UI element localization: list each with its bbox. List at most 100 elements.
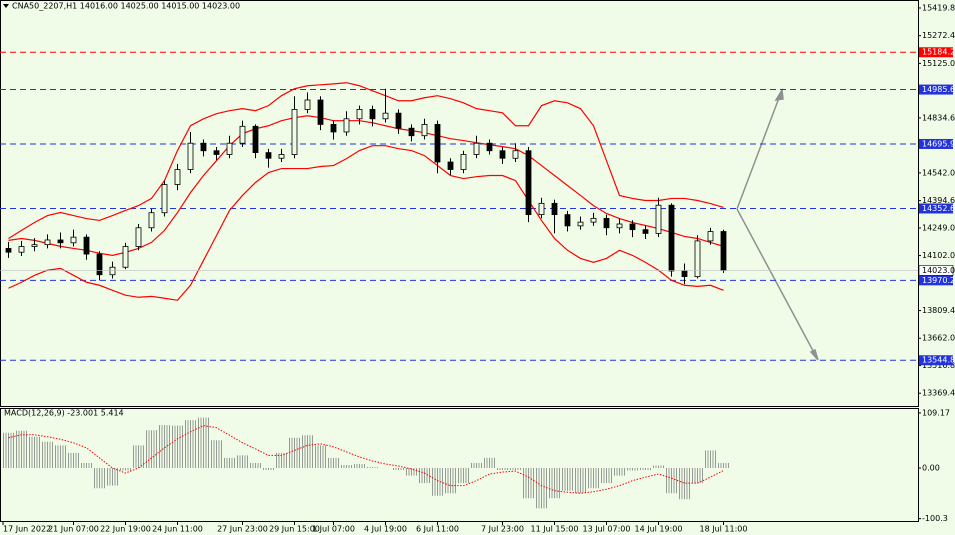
x-tick-label: 11 Jul 15:00 [531, 525, 579, 534]
last-price-label: 14023.00 [922, 266, 955, 275]
candle-body [18, 246, 25, 253]
level-label: 14985.62 [922, 85, 955, 94]
candle-body [564, 214, 571, 227]
candle-body [603, 217, 610, 229]
y-tick-label: 15272.40 [922, 31, 955, 40]
candle-body [187, 142, 194, 170]
candle-body [447, 161, 454, 170]
candle-body [57, 239, 64, 244]
candle-body [616, 223, 623, 229]
candle-body [460, 154, 467, 170]
bollinger-band [8, 82, 724, 239]
candle-body [577, 221, 584, 227]
y-tick-label: 13369.40 [922, 389, 955, 398]
macd-signal [8, 425, 724, 494]
candle-body [382, 112, 389, 120]
candle-body [265, 152, 272, 159]
candle-body [512, 150, 519, 159]
last-price-box [918, 265, 954, 276]
x-tick-label: 24 Jun 11:00 [152, 525, 203, 534]
chart-title: CNA50_2207,H1 14016.00 14025.00 14015.00… [12, 2, 240, 11]
candle-body [31, 244, 38, 247]
candle-body [317, 99, 324, 125]
candle-body [5, 248, 12, 253]
candle-body [538, 202, 545, 216]
candle-body [291, 109, 298, 155]
x-tick-label: 29 Jun 15:00 [269, 525, 320, 534]
price-panel [0, 0, 919, 407]
candle-body [148, 212, 155, 229]
arrow-head [774, 87, 784, 101]
candle-body [499, 150, 506, 159]
x-tick-label: 27 Jun 23:00 [217, 525, 268, 534]
y-tick-label: -100.3 [922, 514, 948, 523]
candle-body [161, 184, 168, 214]
candle-body [668, 204, 675, 272]
x-tick-label: 7 Jul 23:00 [481, 525, 524, 534]
menu-icon[interactable] [3, 4, 9, 8]
candle-body [122, 246, 129, 268]
candle-body [486, 142, 493, 152]
x-tick-label: 21 Jun 07:00 [48, 525, 99, 534]
level-label: 13544.84 [922, 356, 955, 365]
level-label: 15184.26 [922, 48, 955, 57]
y-tick-label: 15419.80 [922, 3, 955, 12]
candle-body [239, 125, 246, 144]
y-tick-label: 14542.00 [922, 168, 955, 177]
level-label-box [919, 355, 953, 366]
candle-body [720, 231, 727, 271]
level-label-box [919, 203, 953, 214]
y-tick-label: 14249.00 [922, 223, 955, 232]
candle-body [408, 127, 415, 137]
candle-body [421, 124, 428, 137]
candle-body [135, 227, 142, 247]
x-tick-label: 18 Jul 11:00 [700, 525, 748, 534]
candle-body [356, 109, 363, 120]
level-label-box [919, 47, 953, 58]
candle-body [226, 142, 233, 155]
x-tick-label: 22 Jun 19:00 [100, 525, 151, 534]
candle-body [109, 266, 116, 276]
candle-body [525, 150, 532, 216]
level-label-box [919, 275, 953, 286]
candle-body [44, 239, 51, 246]
x-tick-label: 6 Jul 11:00 [416, 525, 459, 534]
candle-body [330, 124, 337, 133]
y-tick-label: 13809.40 [922, 306, 955, 315]
candle-body [369, 109, 376, 120]
arrow-head [809, 348, 819, 361]
x-tick-label: 17 Jun 2022 [3, 525, 51, 534]
y-tick-label: 14394.60 [922, 196, 955, 205]
candle-body [83, 236, 90, 255]
candle-body [590, 217, 597, 223]
y-tick-label: 14834.60 [922, 113, 955, 122]
candle-body [642, 229, 649, 234]
candle-body [473, 142, 480, 155]
candle-body [551, 202, 558, 216]
candle-body [707, 231, 714, 242]
y-tick-label: 0.00 [922, 464, 940, 473]
candle-body [252, 125, 259, 154]
arrow-up [736, 89, 783, 210]
candle-body [629, 223, 636, 231]
x-tick-label: 4 Jul 19:00 [364, 525, 407, 534]
y-tick-label: 14102.00 [922, 251, 955, 260]
level-label-box [919, 84, 953, 95]
candle-body [434, 124, 441, 163]
candle-body [655, 204, 662, 234]
x-tick-label: 14 Jul 19:00 [635, 525, 683, 534]
candle-body [213, 150, 220, 155]
candle-body [681, 270, 688, 278]
macd-title: MACD(12,26,9) -23.001 5.414 [4, 409, 124, 418]
candle-body [278, 154, 285, 159]
y-tick-label: 13516.80 [922, 361, 955, 370]
candle-body [174, 169, 181, 185]
level-label: 14695.99 [922, 139, 955, 148]
y-tick-label: 13662.00 [922, 334, 955, 343]
bollinger-band [8, 145, 724, 301]
y-tick-label: 15125.00 [922, 59, 955, 68]
candle-body [70, 236, 77, 244]
macd-panel [0, 408, 919, 522]
x-tick-label: 13 Jul 07:00 [583, 525, 631, 534]
level-label: 13970.21 [922, 276, 955, 285]
